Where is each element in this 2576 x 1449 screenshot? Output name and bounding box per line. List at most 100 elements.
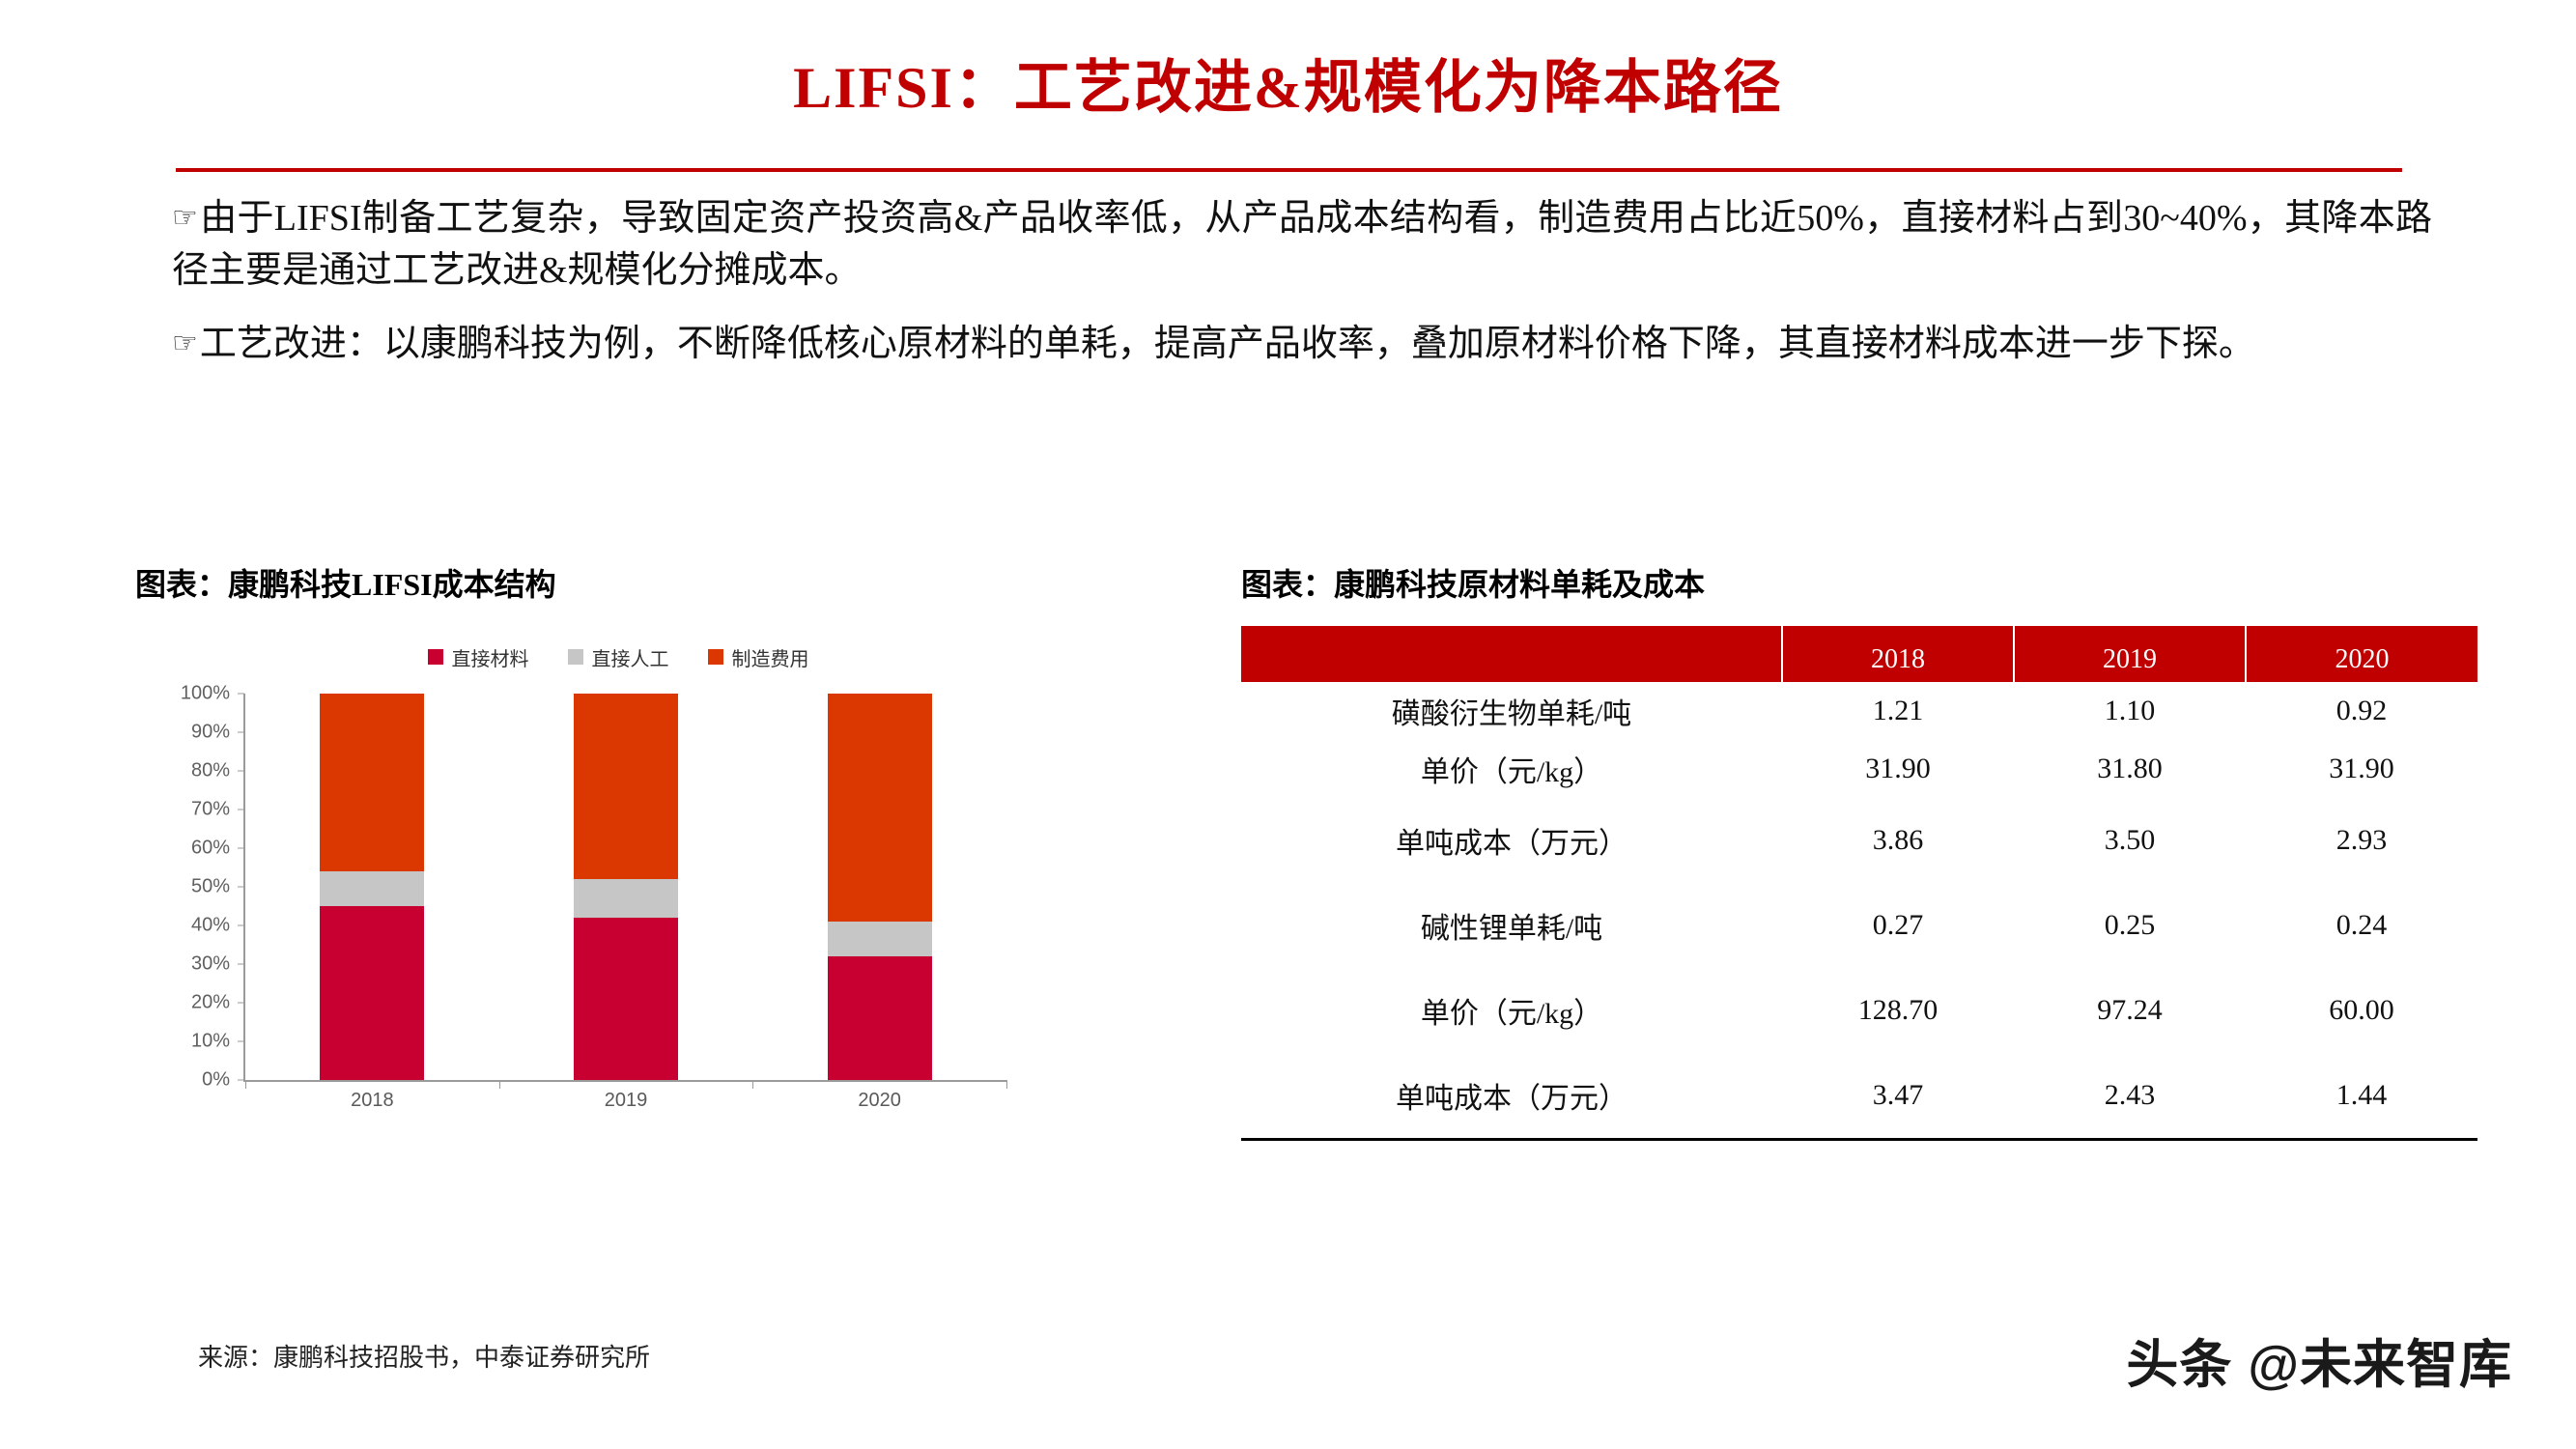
table-row: 单价（元/kg） 128.70 97.24 60.00 (1241, 968, 2477, 1053)
bar-segment[interactable] (827, 694, 932, 922)
stacked-bar[interactable] (827, 694, 932, 1080)
bar-segment[interactable] (320, 694, 425, 871)
stacked-bar[interactable] (574, 694, 678, 1080)
table-cell-value: 31.90 (2329, 753, 2394, 784)
bullet-pointer-icon: ☞ (172, 327, 198, 359)
x-axis-tick-label: 2019 (604, 1090, 648, 1111)
table-row: 单价（元/kg） 31.90 31.80 31.90 (1241, 740, 2477, 798)
y-axis-tick-mark (238, 693, 244, 695)
x-axis-line (243, 1080, 1006, 1082)
y-axis-tick-label: 100% (180, 682, 230, 704)
table-cell-value: 97.24 (2097, 994, 2163, 1026)
bullet-text-1: 由于LIFSI制备工艺复杂，导致固定资产投资高&产品收率低，从产品成本结构看，制… (172, 198, 2432, 291)
bullet-paragraph-1: ☞由于LIFSI制备工艺复杂，导致固定资产投资高&产品收率低，从产品成本结构看，… (172, 193, 2432, 298)
table-cell-value: 0.24 (2335, 909, 2388, 941)
chart-bars (245, 694, 1006, 1080)
y-axis-tick-mark (238, 924, 244, 926)
source-note: 来源：康鹏科技招股书，中泰证券研究所 (198, 1344, 651, 1372)
bar-segment[interactable] (574, 879, 678, 918)
y-axis-tick-mark (238, 886, 244, 888)
bullet-paragraph-2: ☞工艺改进：以康鹏科技为例，不断降低核心原材料的单耗，提高产品收率，叠加原材料价… (172, 319, 2432, 371)
table-cell-value: 2.93 (2335, 824, 2388, 856)
legend-item-0[interactable]: 直接材料 (427, 643, 529, 671)
table-col-header-2019: 2019 (2014, 626, 2247, 682)
y-axis-tick-label: 90% (190, 721, 230, 743)
table-cell-value: 0.27 (1872, 909, 1924, 941)
table-row-label: 单价（元/kg） (1420, 998, 1603, 1030)
table-col-header-2020: 2020 (2246, 626, 2477, 682)
y-axis-tick-label: 20% (190, 991, 230, 1013)
table-row-label: 单价（元/kg） (1420, 756, 1603, 788)
table-cell-value: 128.70 (1857, 994, 1939, 1026)
legend-swatch-icon (707, 649, 723, 665)
y-axis-tick-label: 10% (190, 1030, 230, 1052)
y-axis-tick-label: 0% (202, 1068, 230, 1091)
table-cell-value: 3.50 (2104, 824, 2156, 856)
legend-label: 直接人工 (591, 648, 669, 670)
bar-segment[interactable] (574, 694, 678, 879)
table-header-row: 2018 2019 2020 (1241, 626, 2477, 682)
table-bottom-rule (1241, 1138, 2477, 1141)
y-axis-tick-mark (238, 847, 244, 849)
y-axis-tick-label: 30% (190, 952, 230, 975)
x-axis-divider-tick (245, 1080, 246, 1089)
legend-label: 制造费用 (731, 648, 809, 670)
raw-material-table: 2018 2019 2020 磺酸衍生物单耗/吨 1.21 1.10 0.92 单价（元/k… (1241, 626, 2477, 1138)
bullet-text-2: 工艺改进：以康鹏科技为例，不断降低核心原材料的单耗，提高产品收率，叠加原材料价格… (199, 323, 2255, 364)
chart-caption: 图表：康鹏科技LIFSI成本结构 (135, 567, 556, 602)
table-col-header-label (1241, 626, 1783, 682)
bar-segment[interactable] (827, 922, 932, 956)
title-divider (176, 168, 2402, 172)
table-cell-value: 31.90 (1865, 753, 1931, 784)
x-axis-divider-tick (752, 1080, 754, 1089)
table-row: 单吨成本（万元） 3.47 2.43 1.44 (1241, 1053, 2477, 1138)
y-axis-tick-mark (238, 770, 244, 772)
table-cell-value: 2.43 (2104, 1079, 2156, 1111)
table-cell-value: 60.00 (2329, 994, 2394, 1026)
x-axis-tick-label: 2018 (351, 1090, 394, 1111)
table-cell-value: 3.47 (1872, 1079, 1924, 1111)
table-cell-value: 1.21 (1872, 695, 1924, 726)
table-cell-value: 1.10 (2104, 695, 2156, 726)
legend-label: 直接材料 (451, 648, 529, 670)
y-axis-tick-mark (238, 1002, 244, 1004)
table-cell-value: 31.80 (2097, 753, 2163, 784)
table-col-header-2018: 2018 (1782, 626, 2015, 682)
table-row: 碱性锂单耗/吨 0.27 0.25 0.24 (1241, 883, 2477, 968)
y-axis-line (243, 694, 245, 1080)
y-axis-tick-mark (238, 963, 244, 965)
cost-structure-chart: 直接材料 直接人工 制造费用 100% 90% 80% 70% 60% 50% 40% 30% 20… (135, 638, 1101, 1179)
bar-segment[interactable] (827, 956, 932, 1080)
y-axis-tick-mark (238, 1040, 244, 1042)
table-row-label: 碱性锂单耗/吨 (1420, 913, 1603, 945)
legend-swatch-icon (567, 649, 583, 665)
chart-legend: 直接材料 直接人工 制造费用 (135, 638, 1101, 676)
stacked-bar[interactable] (320, 694, 425, 1080)
chart-x-axis-labels: 2018 2019 2020 (245, 1090, 1006, 1112)
y-axis-tick-label: 50% (190, 875, 230, 897)
legend-item-1[interactable]: 直接人工 (567, 643, 669, 671)
body-text-block: ☞由于LIFSI制备工艺复杂，导致固定资产投资高&产品收率低，从产品成本结构看，… (172, 193, 2432, 392)
bullet-pointer-icon: ☞ (172, 202, 198, 234)
bar-segment[interactable] (320, 906, 425, 1080)
y-axis-tick-label: 70% (190, 798, 230, 820)
y-axis-tick-mark (238, 731, 244, 733)
table-caption: 图表：康鹏科技原材料单耗及成本 (1241, 567, 1706, 602)
y-axis-tick-mark (238, 1079, 244, 1081)
legend-item-2[interactable]: 制造费用 (707, 643, 809, 671)
bar-segment[interactable] (320, 871, 425, 906)
table-row-label: 磺酸衍生物单耗/吨 (1391, 698, 1632, 730)
x-axis-tick-label: 2020 (858, 1090, 901, 1111)
legend-swatch-icon (427, 649, 443, 665)
table-cell-value: 0.92 (2335, 695, 2388, 726)
bar-segment[interactable] (574, 918, 678, 1080)
bar-group-2020 (752, 694, 1006, 1080)
y-axis-tick-label: 60% (190, 837, 230, 859)
table-cell-value: 1.44 (2335, 1079, 2388, 1111)
page-title: LIFSI：工艺改进&规模化为降本路径 (793, 56, 1783, 120)
table-row-label: 单吨成本（万元） (1396, 828, 1628, 860)
y-axis-tick-label: 40% (190, 914, 230, 936)
table-row: 单吨成本（万元） 3.86 3.50 2.93 (1241, 798, 2477, 883)
x-axis-divider-tick (1006, 1080, 1007, 1089)
